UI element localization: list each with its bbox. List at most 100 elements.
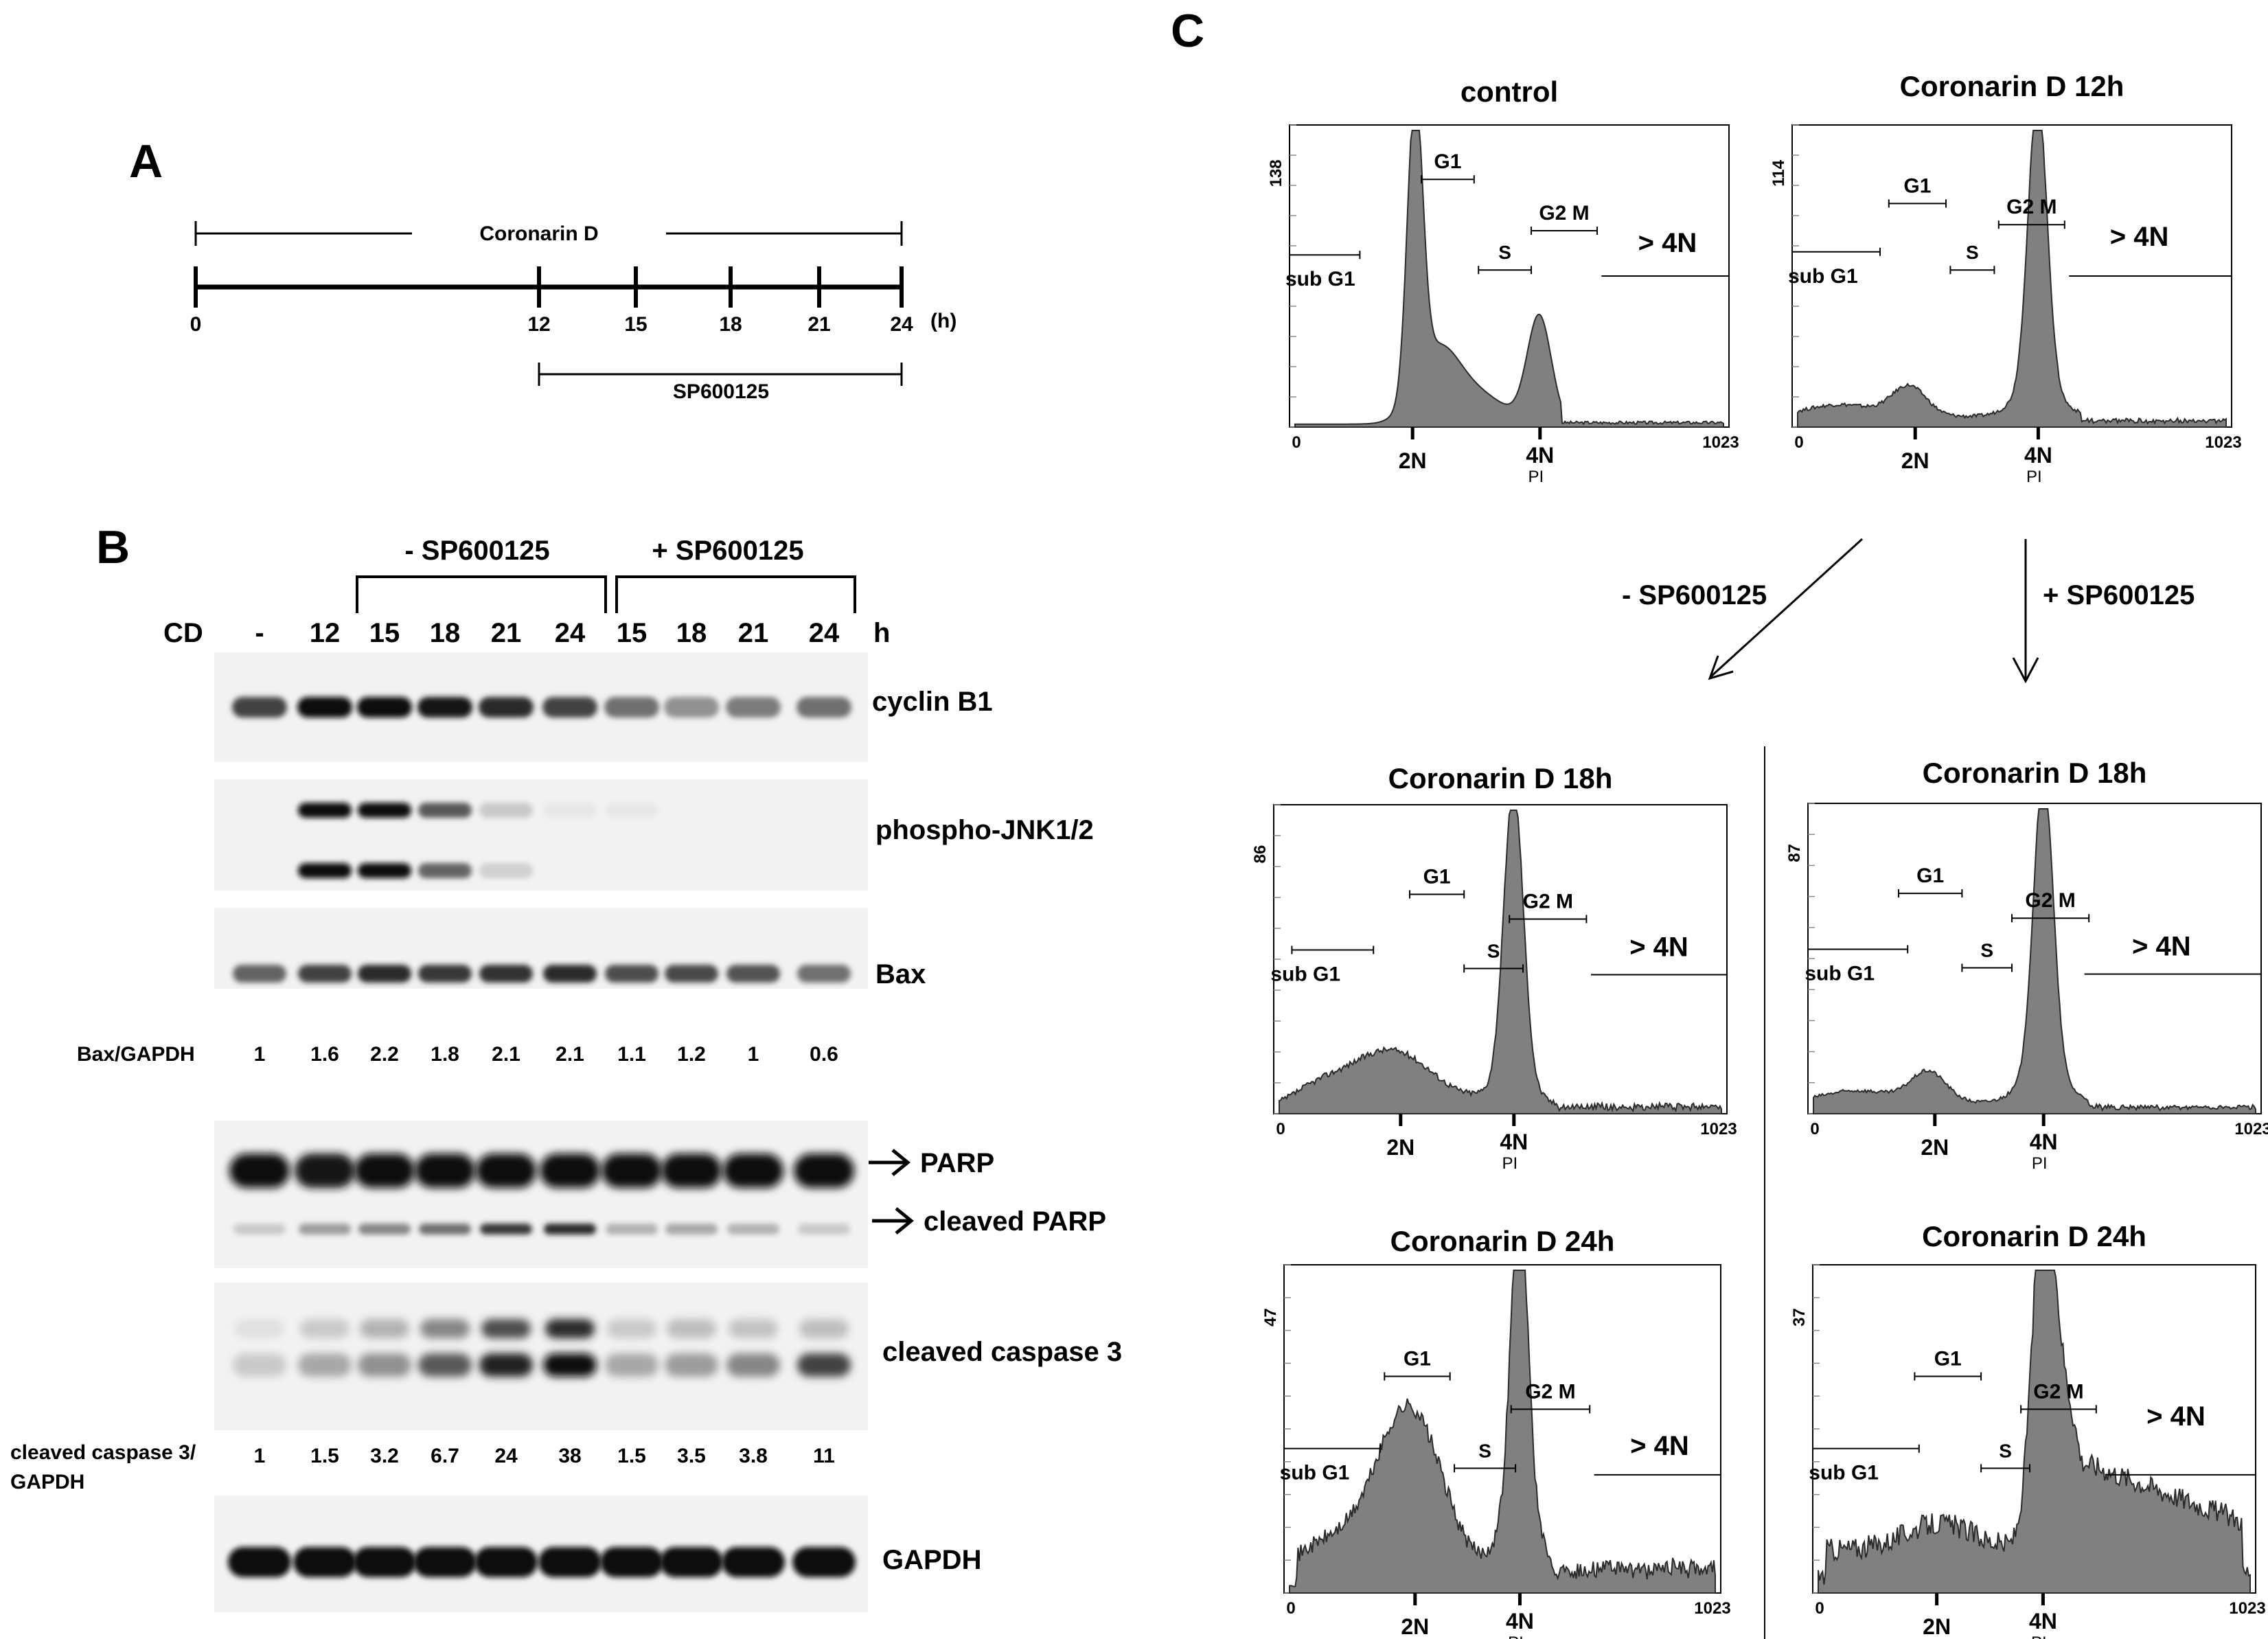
casp-ratio-value: 3.8 xyxy=(739,1445,768,1467)
axis-zero: 0 xyxy=(1292,433,1301,452)
band-cleaved-parp xyxy=(727,1224,779,1235)
band-bax xyxy=(358,965,411,983)
axis-pi: PI xyxy=(1508,1634,1524,1639)
casp-ratio-label-line1: cleaved caspase 3/ xyxy=(10,1441,196,1464)
band-caspase3-lower xyxy=(665,1353,718,1377)
band-cyclin-b1 xyxy=(357,697,412,718)
band-phospho-jnk-lower xyxy=(298,863,352,878)
axis-4n: 4N xyxy=(1526,443,1554,468)
band-gapdh xyxy=(600,1547,663,1577)
gate-sub-g1-label: sub G1 xyxy=(1280,1462,1350,1485)
gate-s-label: S xyxy=(1498,242,1511,263)
gate-g2m-label: G2 M xyxy=(2025,889,2075,912)
lane-label: 21 xyxy=(491,618,522,648)
band-cyclin-b1 xyxy=(604,697,659,718)
lane-label: - xyxy=(255,618,264,648)
band-parp xyxy=(723,1154,783,1188)
band-caspase3-lower xyxy=(358,1353,411,1377)
band-caspase3-lower xyxy=(726,1353,780,1377)
band-caspase3-upper xyxy=(420,1319,470,1338)
band-caspase3-lower xyxy=(797,1353,851,1377)
histogram-ymax: 114 xyxy=(1769,159,1788,186)
band-gapdh xyxy=(792,1547,856,1577)
axis-pi: PI xyxy=(2026,468,2042,486)
axis-max: 1023 xyxy=(1694,1599,1730,1618)
arrow-plus-sp xyxy=(2012,539,2039,684)
band-parp xyxy=(540,1154,600,1188)
histogram-title: Coronarin D 18h xyxy=(1923,757,2147,789)
label-phospho-jnk: phospho-JNK1/2 xyxy=(875,815,1094,845)
axis-4n: 4N xyxy=(1500,1130,1528,1154)
histogram-title: Coronarin D 12h xyxy=(1900,70,2124,102)
gate-sub-g1-label: sub G1 xyxy=(1285,268,1355,290)
band-gapdh xyxy=(293,1547,356,1577)
band-cyclin-b1 xyxy=(664,697,719,718)
band-parp xyxy=(229,1154,290,1188)
gate-sub-g1-label: sub G1 xyxy=(1809,1462,1879,1485)
axis-zero: 0 xyxy=(1276,1120,1285,1138)
casp-ratio-value: 24 xyxy=(494,1445,518,1467)
gate-gt4n-label: > 4N xyxy=(2132,931,2191,961)
band-caspase3-upper xyxy=(300,1319,350,1338)
band-caspase3-upper xyxy=(729,1319,778,1338)
axis-zero: 0 xyxy=(1286,1599,1295,1618)
panel-a-letter: A xyxy=(129,135,163,187)
axis-2n: 2N xyxy=(1401,1614,1429,1639)
band-cleaved-parp xyxy=(480,1224,532,1235)
parp-arrow xyxy=(869,1149,910,1176)
histogram-cd18_plus: Coronarin D 18h 87 sub G1 G1 S G2 M > 4N 0 1023 2… xyxy=(1785,757,2268,1173)
histogram-distribution xyxy=(1818,1270,2251,1594)
band-bax xyxy=(605,965,658,983)
band-bax xyxy=(543,965,597,983)
band-caspase3-upper xyxy=(667,1319,716,1338)
gate-gt4n-label: > 4N xyxy=(1638,228,1697,258)
arrow-minus-sp xyxy=(1708,538,1864,680)
gate-g1-label: G1 xyxy=(1934,1348,1962,1371)
histogram-distribution xyxy=(1797,130,2227,428)
band-phospho-jnk-upper xyxy=(479,803,533,818)
band-caspase3-lower xyxy=(543,1353,597,1377)
band-caspase3-lower xyxy=(233,1353,286,1377)
band-cleaved-parp xyxy=(358,1224,411,1235)
timeline-tick-label: 12 xyxy=(527,313,550,336)
gate-g2m-label: G2 M xyxy=(1539,202,1589,225)
gate-sub-g1-label: sub G1 xyxy=(1805,962,1875,985)
band-phospho-jnk-upper xyxy=(418,803,472,818)
band-phospho-jnk-upper xyxy=(543,803,597,818)
label-bax: Bax xyxy=(875,959,926,989)
band-parp xyxy=(661,1154,722,1188)
axis-pi: PI xyxy=(2031,1634,2047,1639)
axis-pi: PI xyxy=(1528,468,1544,486)
lane-label: 24 xyxy=(555,618,586,648)
bax-ratio-value: 1 xyxy=(254,1043,266,1066)
gate-g1-label: G1 xyxy=(1916,864,1944,887)
panel-a: A Coronarin D 0 12 15 18 21 24 (h) SP600125 xyxy=(129,135,957,403)
label-parp: PARP xyxy=(920,1148,994,1178)
band-cyclin-b1 xyxy=(417,697,472,718)
band-phospho-jnk-upper xyxy=(358,803,411,818)
timeline-tick-label: 0 xyxy=(190,313,202,336)
band-phospho-jnk-upper xyxy=(298,803,352,818)
casp-ratio-value: 38 xyxy=(558,1445,581,1467)
histogram-ymax: 87 xyxy=(1785,844,1804,862)
casp-ratio-values: 1 1.5 3.2 6.7 24 38 1.5 3.5 3.8 11 xyxy=(254,1445,835,1467)
band-cyclin-b1 xyxy=(232,697,287,718)
band-gapdh xyxy=(474,1547,538,1577)
band-gapdh xyxy=(228,1547,291,1577)
axis-2n: 2N xyxy=(1901,448,1929,473)
timeline-tick-label: 18 xyxy=(719,313,742,336)
axis-max: 1023 xyxy=(2205,433,2241,452)
gate-g1-label: G1 xyxy=(1404,1348,1431,1371)
histogram-distribution xyxy=(1294,130,1724,428)
band-cleaved-parp xyxy=(665,1224,718,1235)
band-parp xyxy=(295,1154,355,1188)
gate-gt4n-label: > 4N xyxy=(1629,932,1688,963)
band-bax xyxy=(479,965,533,983)
band-gapdh xyxy=(660,1547,723,1577)
band-cleaved-parp xyxy=(233,1224,286,1235)
plus-sp-bracket xyxy=(615,575,856,613)
band-caspase3-lower xyxy=(479,1353,533,1377)
sp-label: SP600125 xyxy=(673,380,769,403)
